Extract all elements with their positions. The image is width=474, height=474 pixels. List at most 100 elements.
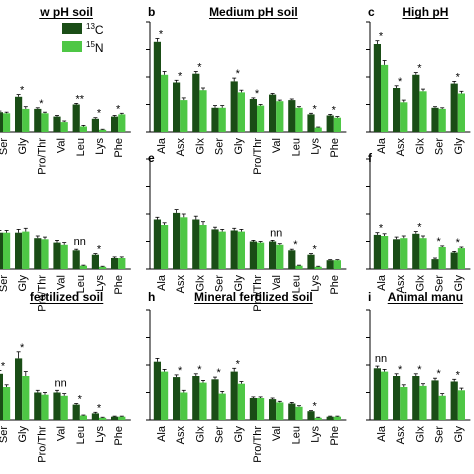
significance-label: * <box>398 364 403 376</box>
bar-c13 <box>269 241 277 269</box>
bar-n15 <box>22 231 30 269</box>
significance-label: nn <box>270 227 282 239</box>
bar-c13 <box>211 229 219 269</box>
bar-c13 <box>111 416 119 420</box>
significance-label: * <box>178 365 183 377</box>
panel-1: w pH soil Ser * Gly * Pro/Thr Val ** Leu * Lys * Phe <box>0 5 131 175</box>
significance-label: * <box>116 103 121 115</box>
significance-label: * <box>312 244 317 256</box>
bar-c13 <box>431 259 439 269</box>
x-tick-label: Gly <box>17 426 29 443</box>
x-tick-label: Val <box>56 426 68 441</box>
panel-title: fertilized soil <box>30 290 103 304</box>
bar-n15 <box>295 406 303 420</box>
bar-n15 <box>60 244 68 269</box>
panel-letter: c <box>368 5 375 19</box>
panel-9: Animal manu i nn Ala * Asx * Glx * Ser * Gly <box>366 290 471 444</box>
significance-label: * <box>456 237 461 249</box>
bar-n15 <box>22 108 30 132</box>
x-tick-label: Asx <box>175 138 187 157</box>
significance-label: nn <box>74 236 86 248</box>
panel-title: Mineral fertilized soil <box>194 290 313 304</box>
bar-n15 <box>218 107 226 132</box>
bar-n15 <box>438 395 446 420</box>
bar-c13 <box>393 88 401 132</box>
x-tick-label: Glx <box>194 426 206 443</box>
bar-c13 <box>431 107 439 132</box>
significance-label: * <box>216 367 221 379</box>
x-tick-label: Ala <box>376 137 388 154</box>
bar-c13 <box>393 239 401 269</box>
bar-n15 <box>60 395 68 420</box>
panel-3: High pH c * Ala * Asx * Glx Ser * Gly <box>366 5 471 157</box>
bar-n15 <box>79 415 87 420</box>
bar-n15 <box>161 74 169 132</box>
panel-letter: e <box>148 151 155 165</box>
bar-n15 <box>60 122 68 132</box>
legend-swatch-15n <box>62 41 82 52</box>
x-tick-label: Val <box>271 426 283 441</box>
bar-c13 <box>0 232 3 269</box>
bar-c13 <box>269 399 277 420</box>
bar-n15 <box>3 113 11 132</box>
significance-label: ** <box>76 93 85 105</box>
bar-n15 <box>237 231 245 269</box>
bar-n15 <box>381 371 389 420</box>
significance-label: * <box>20 342 25 354</box>
x-tick-label: Glx <box>414 426 426 443</box>
bar-n15 <box>419 238 427 269</box>
x-tick-label: Ser <box>0 275 10 292</box>
bar-c13 <box>153 361 161 420</box>
bar-c13 <box>53 116 61 132</box>
x-tick-label: Pro/Thr <box>252 275 264 312</box>
bar-c13 <box>326 416 334 420</box>
bar-n15 <box>276 244 284 269</box>
x-tick-label: Ala <box>376 425 388 442</box>
bar-c13 <box>307 254 315 269</box>
bar-c13 <box>192 376 200 420</box>
bar-c13 <box>153 41 161 132</box>
bar-n15 <box>438 108 446 132</box>
bar-n15 <box>3 387 11 420</box>
x-tick-label: Lys <box>310 138 322 155</box>
significance-label: * <box>398 76 403 88</box>
significance-label: * <box>236 358 241 370</box>
bar-n15 <box>457 390 465 420</box>
significance-label: * <box>436 368 441 380</box>
x-tick-label: Lys <box>94 138 106 155</box>
bar-n15 <box>79 265 87 269</box>
bar-n15 <box>257 105 265 132</box>
bar-c13 <box>192 73 200 132</box>
x-tick-label: Pro/Thr <box>252 138 264 175</box>
x-tick-label: Gly <box>453 275 465 292</box>
bar-c13 <box>288 100 296 132</box>
bar-n15 <box>99 417 107 420</box>
bar-c13 <box>34 238 42 269</box>
significance-label: * <box>332 104 337 116</box>
bar-c13 <box>72 404 80 420</box>
x-tick-label: Ser <box>214 275 226 292</box>
bar-n15 <box>99 266 107 269</box>
bar-n15 <box>79 126 87 132</box>
bar-c13 <box>0 373 3 420</box>
bar-c13 <box>249 398 257 420</box>
significance-label: * <box>436 236 441 248</box>
bar-c13 <box>72 250 80 269</box>
bar-c13 <box>249 99 257 132</box>
x-tick-label: Asx <box>395 138 407 157</box>
x-tick-label: Gly <box>233 275 245 292</box>
bar-n15 <box>180 100 188 132</box>
x-tick-label: Asx <box>395 275 407 294</box>
x-tick-label: Ser <box>434 426 446 443</box>
bar-c13 <box>15 232 23 269</box>
bar-n15 <box>457 248 465 269</box>
x-tick-label: Leu <box>290 138 302 156</box>
significance-label: * <box>159 29 164 41</box>
bar-n15 <box>314 127 322 132</box>
significance-label: * <box>97 244 102 256</box>
x-tick-label: Phe <box>329 426 341 446</box>
legend: 13C 15N <box>62 22 104 55</box>
x-tick-label: Gly <box>453 426 465 443</box>
x-tick-label: Leu <box>290 275 302 293</box>
bar-c13 <box>15 96 23 132</box>
